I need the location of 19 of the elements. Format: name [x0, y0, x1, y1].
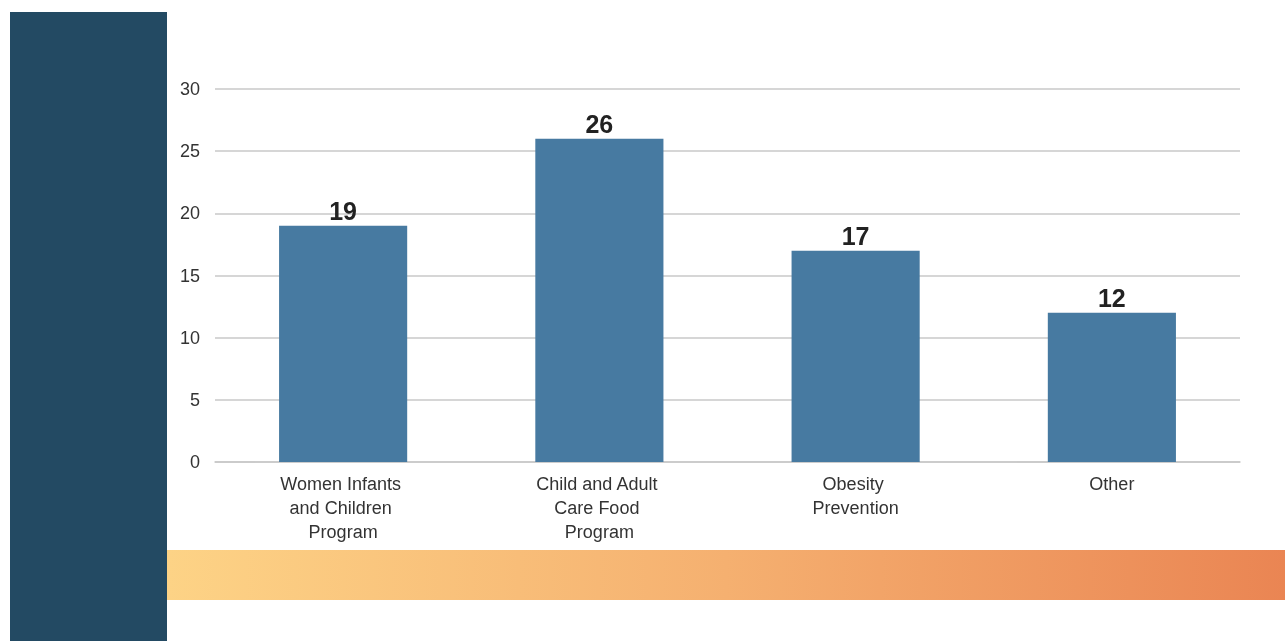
y-tick-label: 5: [189, 389, 200, 410]
data-label: 19: [329, 197, 358, 226]
x-tick-label: Women Infants and Children Program: [280, 474, 406, 542]
data-label: 17: [841, 222, 870, 251]
y-tick-label: 20: [179, 203, 200, 224]
y-tick-label: 25: [179, 141, 200, 162]
y-tick-label: 10: [179, 327, 200, 348]
y-tick-label: 15: [179, 265, 200, 286]
data-label: 12: [1097, 284, 1126, 313]
x-tick-label: Obesity Prevention: [812, 474, 899, 518]
bar: [791, 250, 920, 462]
bar: [279, 225, 408, 462]
x-tick-label: Child and Adult Care Food Program: [536, 474, 663, 542]
bar: [535, 138, 664, 462]
x-tick-label: Other: [1089, 474, 1135, 494]
data-label: 26: [585, 110, 614, 139]
bar: [1047, 312, 1176, 462]
y-tick-label: 30: [179, 79, 200, 99]
y-tick-label: 0: [189, 452, 200, 472]
